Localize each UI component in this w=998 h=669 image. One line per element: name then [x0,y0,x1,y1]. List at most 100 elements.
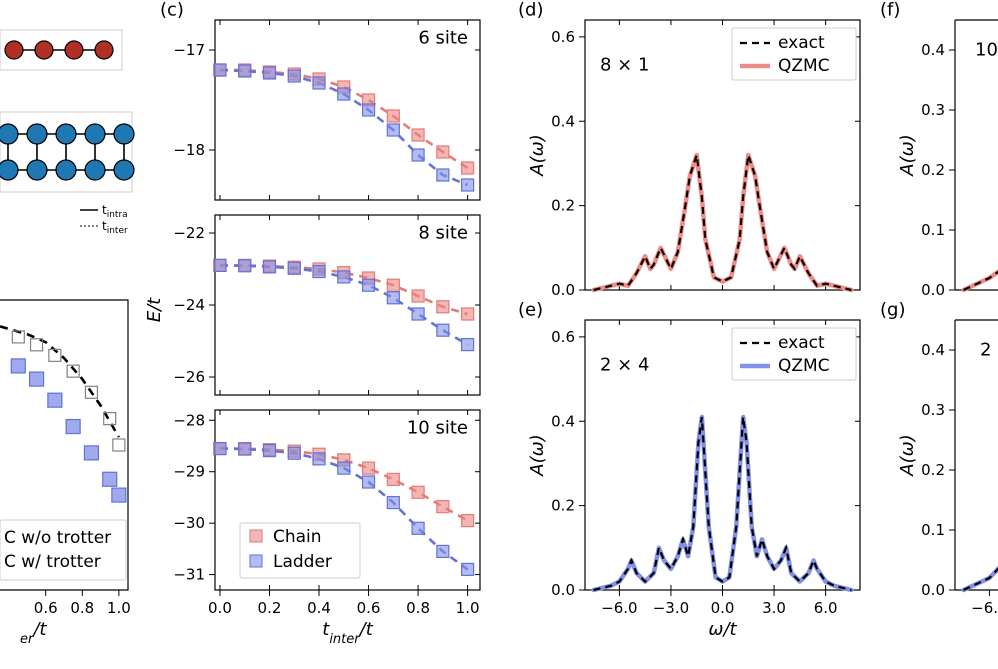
ladder-marker [338,88,350,100]
ladder-marker [338,462,350,474]
svg-text:0.6: 0.6 [551,328,575,346]
ylabel-Aw-right: A(ω) [897,434,918,476]
svg-text:0.2: 0.2 [551,497,575,515]
panel-a-lattices: tintratinter [0,30,134,236]
subplot-title: 8 site [418,223,468,244]
ladder-marker [313,453,325,465]
ladder-marker [263,445,275,457]
svg-text:−24: −24 [173,296,205,314]
ladder-marker [288,262,300,274]
chain-site [35,41,53,59]
svg-text:0.4: 0.4 [921,41,945,59]
panel-c-letter: (c) [160,0,184,21]
panel-f-label: 10 [975,40,998,61]
chain-site [5,41,23,59]
svg-text:−31: −31 [173,566,205,584]
ladder-marker [462,563,474,575]
chain-marker [387,279,399,291]
panel-e-letter: (e) [518,300,543,321]
ladder-marker [214,64,226,76]
panel-c: (c)E/t−17−186 site−22−24−268 site−28−29−… [144,0,480,647]
ladder-marker [214,259,226,271]
spectral-right: (f)0.00.10.20.30.4A(ω)10(g)0.00.10.20.30… [880,0,998,617]
ladder-marker [239,443,251,455]
ladder-marker [387,497,399,509]
svg-text:0.2: 0.2 [551,197,575,215]
ladder-site [27,124,47,144]
ladder-site [0,160,18,180]
legend-tinter: tinter [102,219,128,236]
spectral-panels: (d)0.00.20.40.6A(ω)8 × 1exactQZMC(e)0.00… [518,0,860,640]
svg-text:−18: −18 [173,141,205,159]
svg-text:6.0: 6.0 [814,599,838,617]
legend-qzmc: QZMC [778,356,830,376]
marker-ladder [112,488,126,502]
svg-text:0.4: 0.4 [551,412,575,430]
ladder-site [114,160,134,180]
ladder-marker [387,124,399,136]
ladder-site [56,160,76,180]
legend-exact: exact [778,33,825,53]
subplot-title: 6 site [418,28,468,49]
qzmc-curve [594,155,852,290]
ladder-site [85,124,105,144]
panel-g-letter: (g) [880,300,905,321]
xlabel-omega: ω/t [708,619,737,640]
chain-marker [363,462,375,474]
ladder-marker [412,149,424,161]
svg-text:0.2: 0.2 [921,461,945,479]
svg-text:−6.0: −6.0 [971,599,998,617]
chain-marker [412,486,424,498]
svg-text:−28: −28 [173,411,205,429]
svg-text:0.3: 0.3 [921,401,945,419]
marker-ladder [66,420,80,434]
legend-w-trotter: C w/ trotter [4,552,101,572]
svg-text:3.0: 3.0 [762,599,786,617]
chain-marker [412,290,424,302]
ladder-marker [263,67,275,79]
svg-text:0.1: 0.1 [921,521,945,539]
svg-text:−30: −30 [173,514,205,532]
ladder-marker [437,545,449,557]
system-label: 8 × 1 [600,55,649,76]
chain-marker [462,308,474,320]
legend-chain: Chain [273,527,322,547]
svg-text:0.0: 0.0 [921,581,945,599]
svg-text:0.0: 0.0 [551,581,575,599]
svg-text:−29: −29 [173,463,205,481]
ylabel-Aw: A(ω) [527,134,548,176]
ladder-marker [462,339,474,351]
marker-ladder [30,372,44,386]
ladder-marker [363,279,375,291]
svg-text:0.0: 0.0 [208,599,232,617]
chain-marker [437,501,449,513]
ladder-marker [363,476,375,488]
svg-text:0.2: 0.2 [921,161,945,179]
ladder-marker [437,324,449,336]
svg-text:0.2: 0.2 [258,599,282,617]
ladder-site [0,124,18,144]
svg-text:0.8: 0.8 [70,599,94,617]
ylabel-Aw: A(ω) [527,434,548,476]
marker-ladder [103,472,117,486]
ladder-site [27,160,47,180]
chain-marker [387,473,399,485]
ladder-marker [462,179,474,191]
svg-text:0.0: 0.0 [921,281,945,299]
exact-curve [594,155,852,290]
ladder-marker [338,271,350,283]
panel-f-letter: (f) [880,0,900,21]
ladder-marker [313,266,325,278]
svg-text:−22: −22 [173,224,205,242]
ladder-site [114,124,134,144]
svg-text:−17: −17 [173,41,205,59]
ladder-site [85,160,105,180]
legend-tintra: tintra [102,203,128,220]
chain-marker [412,129,424,141]
chain-marker [462,162,474,174]
ladder-marker [288,447,300,459]
svg-text:0.1: 0.1 [921,221,945,239]
ladder-marker [363,104,375,116]
legend-ladder: Ladder [273,552,332,572]
legend-qzmc: QZMC [778,56,830,76]
